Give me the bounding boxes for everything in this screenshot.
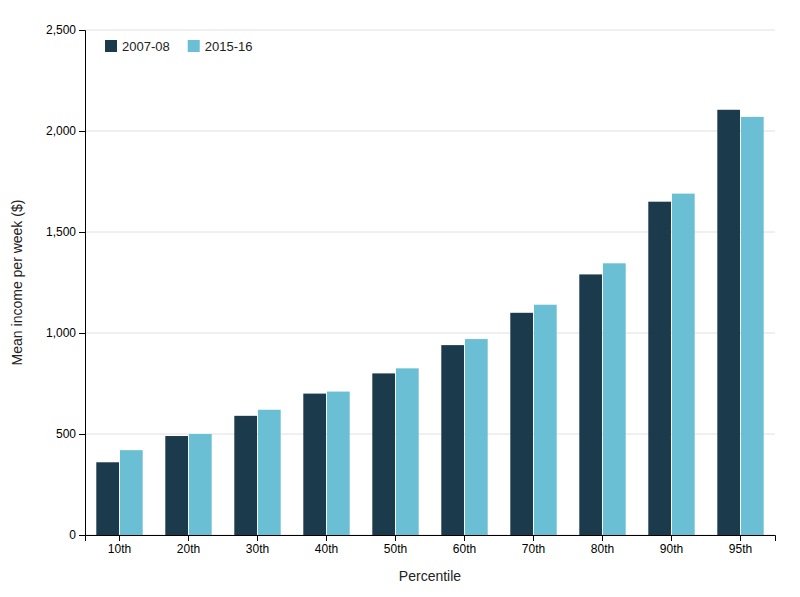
x-tick: 95th <box>729 535 752 556</box>
x-tick-label: 20th <box>177 542 200 556</box>
bar-series <box>96 110 740 535</box>
x-tick: 80th <box>591 535 614 556</box>
legend-swatch <box>105 40 117 52</box>
x-tick: 90th <box>660 535 683 556</box>
bar <box>372 373 395 535</box>
grid-line <box>85 434 775 435</box>
grid-line <box>85 232 775 233</box>
grid <box>85 30 775 535</box>
y-axis-line <box>79 31 86 536</box>
bar <box>465 339 488 535</box>
x-tick: 50th <box>384 535 407 556</box>
x-axis-title: Percentile <box>399 568 461 584</box>
bar <box>510 313 533 535</box>
x-tick: 30th <box>246 535 269 556</box>
bar-series <box>120 117 764 535</box>
bar <box>717 110 740 535</box>
bar <box>741 117 764 535</box>
bars <box>96 110 763 535</box>
x-tick-mark <box>188 535 189 541</box>
bar <box>234 416 257 535</box>
legend-label: 2007-08 <box>122 39 170 54</box>
x-tick-label: 30th <box>246 542 269 556</box>
legend-item: 2007-08 <box>105 39 170 54</box>
bar <box>534 305 557 535</box>
x-tick: 60th <box>453 535 476 556</box>
grid-line <box>85 30 775 31</box>
y-tick-mark <box>79 30 85 31</box>
bar <box>672 194 695 535</box>
y-tick-label: 500 <box>56 427 76 441</box>
plot: 10th 20th 30th 40th 50th 60th 70th 80th 90th 95th… <box>46 23 776 555</box>
y-tick-label: 1,500 <box>46 225 76 239</box>
y-tick: 500 <box>56 427 85 441</box>
x-tick-label: 40th <box>315 542 338 556</box>
x-tick-mark <box>464 535 465 541</box>
legend: 2007-08 2015-16 <box>105 39 252 54</box>
x-tick: 20th <box>177 535 200 556</box>
x-tick: 70th <box>522 535 545 556</box>
x-tick-mark <box>119 535 120 541</box>
bar <box>165 436 188 535</box>
bar <box>579 274 602 535</box>
x-tick-mark <box>395 535 396 541</box>
x-tick-mark <box>533 535 534 541</box>
legend-label: 2015-16 <box>205 39 253 54</box>
bar <box>189 434 212 535</box>
y-tick-label: 0 <box>69 528 76 542</box>
bar <box>441 345 464 535</box>
y-tick-mark <box>79 232 85 233</box>
bar <box>96 462 119 535</box>
bar <box>120 450 143 535</box>
x-axis: 10th 20th 30th 40th 50th 60th 70th 80th 90th 95th <box>86 535 776 556</box>
bar <box>603 263 626 535</box>
bar <box>327 392 350 535</box>
y-tick-mark <box>79 434 85 435</box>
x-tick-mark <box>257 535 258 541</box>
bar <box>258 410 281 535</box>
y-tick: 1,500 <box>46 225 85 239</box>
x-tick: 10th <box>108 535 131 556</box>
x-tick: 40th <box>315 535 338 556</box>
x-tick-mark <box>326 535 327 541</box>
y-tick: 1,000 <box>46 326 85 340</box>
x-tick-label: 80th <box>591 542 614 556</box>
y-axis: 0 500 1,000 1,500 2,000 2,500 <box>46 23 86 542</box>
y-tick-mark <box>79 131 85 132</box>
x-tick-label: 90th <box>660 542 683 556</box>
y-tick-mark <box>79 535 85 536</box>
x-tick-label: 10th <box>108 542 131 556</box>
y-tick-mark <box>79 333 85 334</box>
x-tick-label: 70th <box>522 542 545 556</box>
x-tick-mark <box>602 535 603 541</box>
x-axis-line <box>86 536 776 542</box>
y-tick: 2,500 <box>46 23 85 37</box>
x-tick-label: 95th <box>729 542 752 556</box>
y-tick-label: 2,000 <box>46 124 76 138</box>
legend-item: 2015-16 <box>188 39 253 54</box>
legend-swatch <box>188 40 200 52</box>
y-tick-label: 2,500 <box>46 23 76 37</box>
chart: 10th 20th 30th 40th 50th 60th 70th 80th 90th 95th… <box>0 0 800 597</box>
y-tick: 0 <box>69 528 85 542</box>
x-tick-label: 60th <box>453 542 476 556</box>
bar <box>303 394 326 535</box>
grid-line <box>85 333 775 334</box>
y-axis-title: Mean income per week ($) <box>9 200 25 366</box>
bar <box>396 368 419 535</box>
x-tick-mark <box>740 535 741 541</box>
y-tick-label: 1,000 <box>46 326 76 340</box>
y-tick: 2,000 <box>46 124 85 138</box>
grid-line <box>85 131 775 132</box>
x-tick-label: 50th <box>384 542 407 556</box>
bar <box>648 202 671 535</box>
x-tick-mark <box>671 535 672 541</box>
